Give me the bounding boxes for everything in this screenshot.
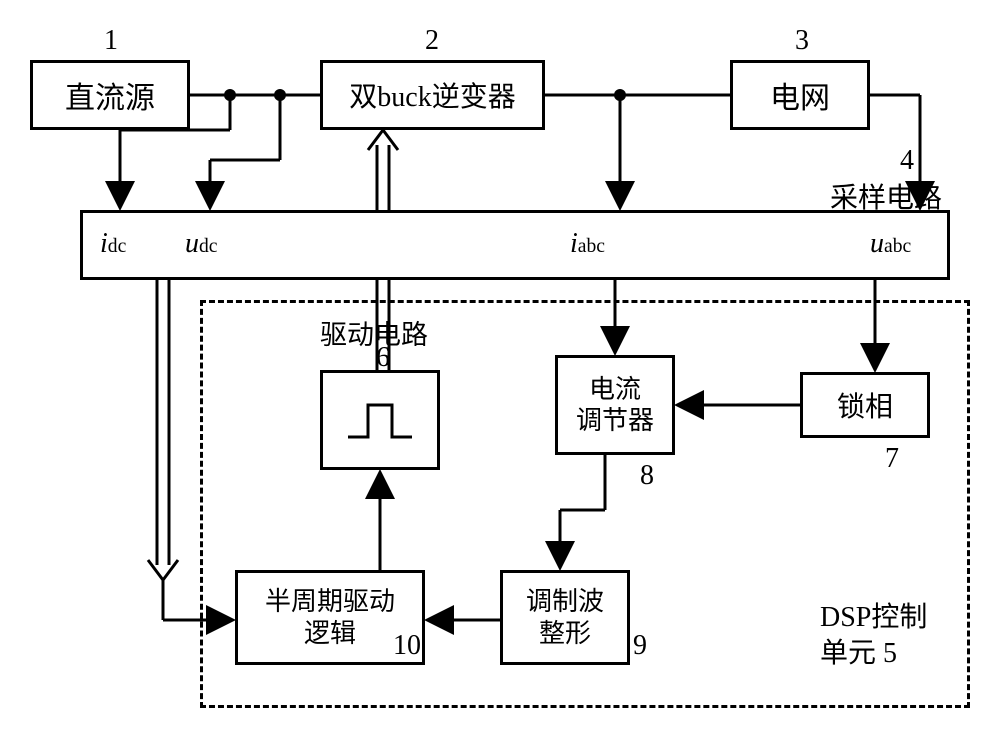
inverter-number: 2: [425, 25, 439, 57]
pulse-icon: [340, 395, 420, 445]
grid-block: 电网: [730, 60, 870, 130]
dc-source-label: 直流源: [65, 73, 155, 117]
half-logic-number: 10: [393, 630, 421, 662]
sampling-number: 4: [900, 145, 914, 177]
drive-label: 驱动电路: [320, 313, 428, 352]
dc-source-number: 1: [104, 25, 118, 57]
mod-shape-block: 调制波 整形: [500, 570, 630, 665]
half-logic-label: 半周期驱动 逻辑: [265, 586, 395, 648]
inverter-block: 双buck逆变器: [320, 60, 545, 130]
mod-shape-number: 9: [633, 630, 647, 662]
inverter-label: 双buck逆变器: [349, 75, 515, 115]
grid-label: 电网: [770, 73, 830, 117]
idc-label: idc: [100, 228, 126, 260]
grid-number: 3: [795, 25, 809, 57]
uabc-label: uabc: [870, 228, 911, 260]
dsp-label: DSP控制 单元 5: [820, 600, 927, 673]
dc-source-block: 直流源: [30, 60, 190, 130]
pll-number: 7: [885, 443, 899, 475]
iabc-label: iabc: [570, 228, 605, 260]
sampling-label: 采样电路: [830, 176, 942, 216]
mod-shape-label: 调制波 整形: [526, 586, 604, 648]
pll-block: 锁相: [800, 372, 930, 438]
current-regulator-label: 电流 调节器: [576, 374, 654, 436]
pll-label: 锁相: [837, 385, 893, 425]
current-regulator-number: 8: [640, 460, 654, 492]
drive-number: 6: [376, 342, 390, 374]
drive-block: [320, 370, 440, 470]
current-regulator-block: 电流 调节器: [555, 355, 675, 455]
udc-label: udc: [185, 228, 218, 260]
